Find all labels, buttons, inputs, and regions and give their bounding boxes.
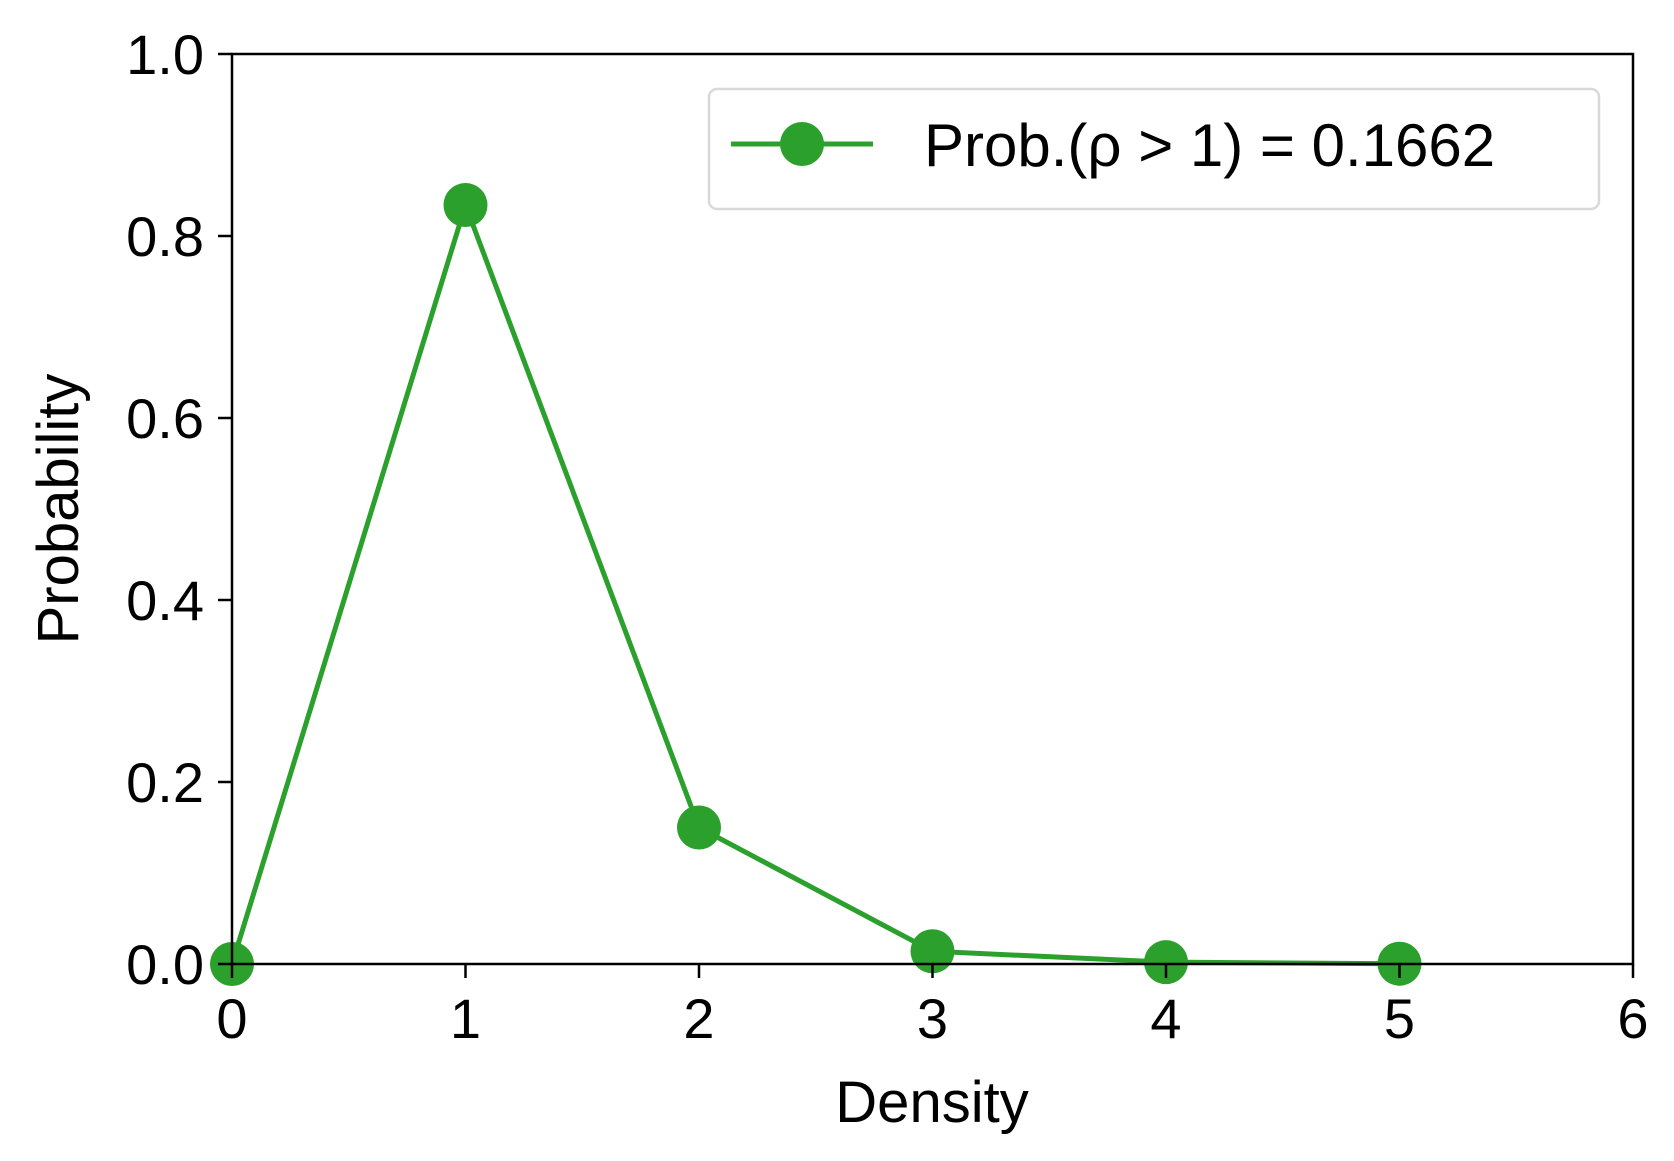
legend: Prob.(ρ > 1) = 0.1662 bbox=[707, 87, 1601, 211]
y-axis-label: Probability bbox=[26, 374, 91, 645]
y-tick-label: 0.2 bbox=[126, 751, 204, 814]
data-point bbox=[910, 929, 955, 974]
data-point bbox=[443, 183, 488, 228]
x-tick-label: 2 bbox=[683, 987, 714, 1050]
x-axis: 0 1 2 3 4 5 6 bbox=[216, 964, 1649, 1050]
y-tick-label: 0.6 bbox=[126, 387, 204, 450]
data-point bbox=[1144, 940, 1188, 985]
y-tick-label: 0.8 bbox=[126, 205, 204, 268]
y-tick-label: 0.0 bbox=[126, 933, 204, 996]
x-tick-label: 3 bbox=[917, 987, 948, 1050]
x-tick-label: 6 bbox=[1617, 987, 1648, 1050]
legend-marker-swatch bbox=[780, 122, 824, 166]
x-tick-label: 1 bbox=[450, 987, 481, 1050]
legend-box bbox=[707, 87, 1601, 211]
y-axis: 0.0 0.2 0.4 0.6 0.8 1.0 bbox=[126, 23, 232, 996]
x-tick-label: 0 bbox=[216, 987, 247, 1050]
x-tick-label: 5 bbox=[1384, 987, 1415, 1050]
data-point bbox=[677, 805, 721, 850]
x-tick-label: 4 bbox=[1150, 987, 1181, 1050]
x-axis-label: Density bbox=[835, 1070, 1028, 1135]
series-line bbox=[229, 202, 1400, 967]
y-tick-label: 1.0 bbox=[126, 23, 204, 86]
legend-entry-label: Prob.(ρ > 1) = 0.1662 bbox=[924, 112, 1495, 179]
y-tick-label: 0.4 bbox=[126, 569, 204, 632]
